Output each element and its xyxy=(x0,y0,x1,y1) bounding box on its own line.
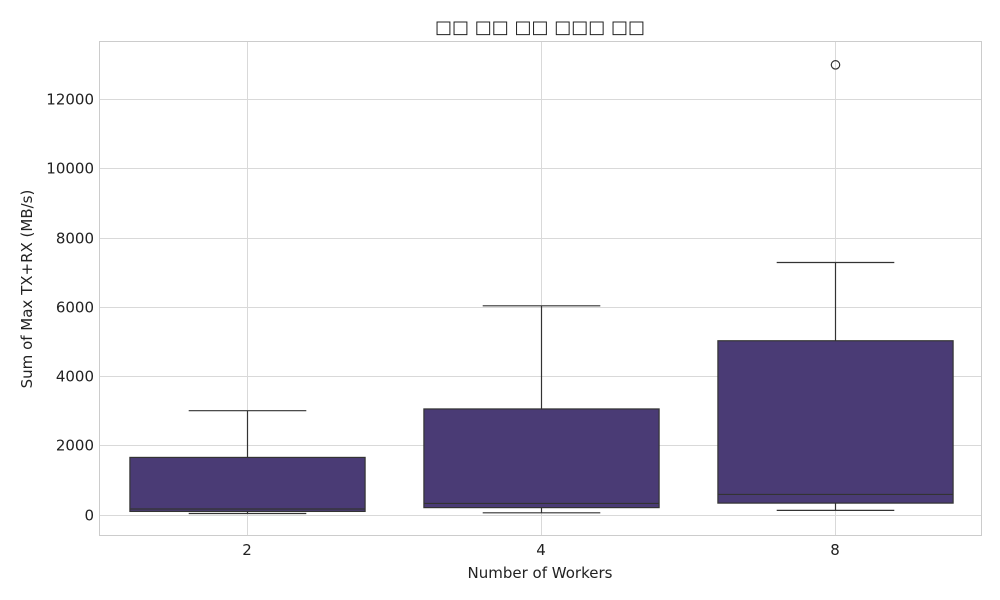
y-tick-label: 12000 xyxy=(46,91,94,109)
outlier-point xyxy=(830,60,841,70)
y-axis-label: Sum of Max TX+RX (MB/s) xyxy=(18,190,36,389)
x-tick-label: 4 xyxy=(536,541,546,559)
x-tick-labels: 2 4 8 xyxy=(242,541,840,559)
x-axis-label: Number of Workers xyxy=(468,564,613,582)
iqr-box xyxy=(129,456,366,513)
x-tick-label: 8 xyxy=(830,541,840,559)
y-tick-label: 2000 xyxy=(56,437,94,455)
box-2 xyxy=(129,410,366,515)
chart-title: □□ □□ □□ □□□ □□ xyxy=(435,17,645,38)
y-tick-labels: 0 2000 4000 6000 8000 10000 12000 xyxy=(46,91,94,525)
x-tick-label: 2 xyxy=(242,541,252,559)
plot-area-frame xyxy=(99,41,982,536)
iqr-box xyxy=(423,408,660,509)
iqr-box xyxy=(717,340,954,504)
y-tick-label: 8000 xyxy=(56,230,94,248)
y-tick-label: 10000 xyxy=(46,160,94,178)
box-4 xyxy=(423,305,660,514)
y-tick-label: 4000 xyxy=(56,368,94,386)
y-tick-label: 6000 xyxy=(56,299,94,317)
boxes-group xyxy=(129,60,954,515)
box-8 xyxy=(717,60,954,511)
y-tick-label: 0 xyxy=(84,507,94,525)
